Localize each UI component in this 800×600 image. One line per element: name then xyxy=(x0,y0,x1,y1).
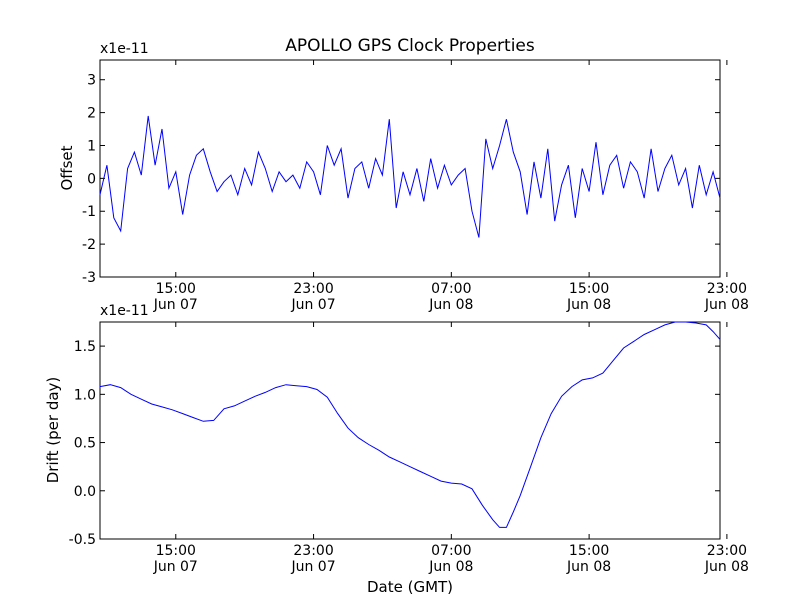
top-ytick-label: -1 xyxy=(82,204,96,220)
bottom-xtick-date: Jun 08 xyxy=(428,559,473,575)
bottom-ytick-label: 1.0 xyxy=(74,387,96,403)
bottom-ylabel: Drift (per day) xyxy=(44,377,62,484)
top-xtick-date: Jun 07 xyxy=(153,297,198,313)
bottom-xtick-time: 07:00 xyxy=(431,543,471,559)
top-xtick-time: 23:00 xyxy=(293,281,333,297)
bottom-ytick-label: 0.0 xyxy=(74,484,96,500)
top-xtick-date: Jun 08 xyxy=(704,297,749,313)
bottom-ytick-label: 1.5 xyxy=(74,339,96,355)
bottom-xtick-date: Jun 07 xyxy=(290,559,335,575)
bottom-xtick-time: 23:00 xyxy=(293,543,333,559)
top-ytick-label: -3 xyxy=(82,270,96,286)
top-ytick-label: 1 xyxy=(87,138,96,154)
top-xtick-date: Jun 07 xyxy=(290,297,335,313)
top-xtick-date: Jun 08 xyxy=(566,297,611,313)
bottom-multiplier-label: x1e-11 xyxy=(100,303,149,319)
top-offset-line xyxy=(99,115,721,238)
bottom-axes xyxy=(99,321,721,540)
top-xtick-time: 15:00 xyxy=(156,281,196,297)
bottom-ytick-label: -0.5 xyxy=(69,532,96,548)
bottom-xtick-time: 15:00 xyxy=(569,543,609,559)
top-xtick-time: 15:00 xyxy=(569,281,609,297)
top-ytick-label: 0 xyxy=(87,171,96,187)
top-ytick-label: 2 xyxy=(87,106,96,122)
top-xtick-time: 23:00 xyxy=(707,281,747,297)
top-multiplier-label: x1e-11 xyxy=(100,41,149,57)
top-xtick-date: Jun 08 xyxy=(428,297,473,313)
bottom-xtick-date: Jun 08 xyxy=(704,559,749,575)
bottom-xtick-time: 15:00 xyxy=(156,543,196,559)
bottom-xtick-date: Jun 07 xyxy=(153,559,198,575)
chart-title: APOLLO GPS Clock Properties xyxy=(285,36,535,56)
bottom-drift-line xyxy=(99,321,721,528)
top-ytick-label: 3 xyxy=(87,73,96,89)
bottom-ytick-label: 0.5 xyxy=(74,436,96,452)
bottom-xtick-time: 23:00 xyxy=(707,543,747,559)
top-axes xyxy=(99,59,721,278)
top-ylabel: Offset xyxy=(58,145,76,190)
x-axis-label: Date (GMT) xyxy=(367,578,453,596)
bottom-xtick-date: Jun 08 xyxy=(566,559,611,575)
top-xtick-time: 07:00 xyxy=(431,281,471,297)
top-ytick-label: -2 xyxy=(82,237,96,253)
